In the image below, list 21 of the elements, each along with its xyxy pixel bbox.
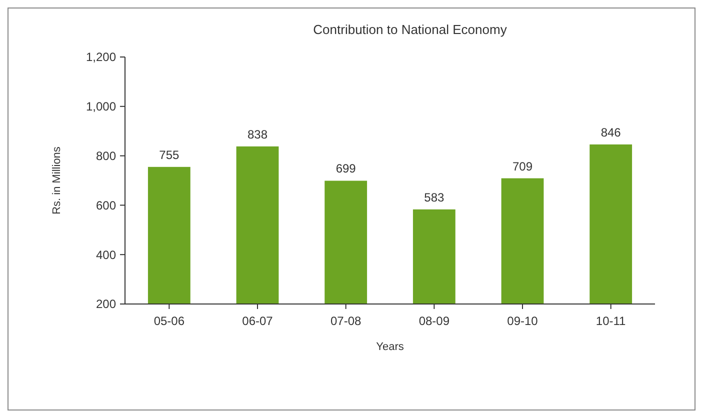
y-tick-label: 1,000	[86, 100, 116, 114]
chart-title: Contribution to National Economy	[313, 22, 508, 37]
data-label: 699	[336, 162, 356, 176]
x-tick-label: 09-10	[507, 314, 538, 328]
x-tick-label: 08-09	[418, 314, 450, 328]
data-label: 838	[247, 127, 268, 142]
y-tick-label: 400	[96, 248, 116, 262]
data-label: 583	[424, 190, 444, 204]
y-tick-label: 200	[96, 297, 116, 312]
x-tick-label: 05-06	[154, 314, 185, 328]
y-tick-label: 800	[96, 149, 116, 163]
y-tick-label: 1,200	[86, 50, 116, 64]
data-label: 709	[512, 159, 533, 174]
y-axis-title: Rs. in Millions	[51, 146, 63, 214]
x-tick-label: 07-08	[330, 314, 362, 328]
data-label: 755	[159, 148, 180, 162]
x-axis-title: Years	[376, 341, 404, 353]
x-tick-label: 10-11	[596, 314, 626, 328]
y-tick-label: 600	[96, 198, 116, 212]
x-tick-label: 06-07	[242, 314, 274, 328]
data-label: 846	[600, 125, 622, 140]
